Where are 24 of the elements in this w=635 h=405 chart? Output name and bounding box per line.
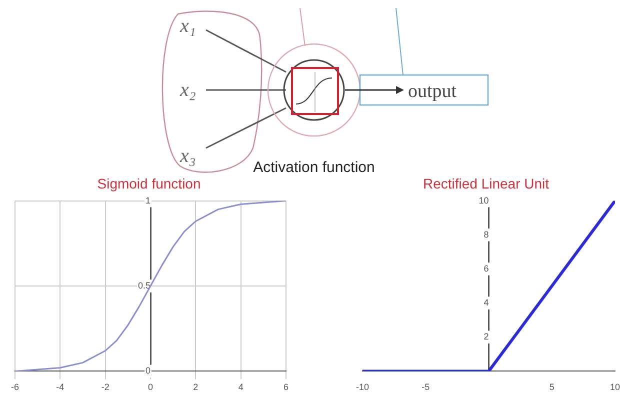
- x-tick-label: -2: [101, 382, 110, 392]
- x-tick-label: 4: [238, 382, 244, 392]
- chart-title: Sigmoid function: [97, 175, 201, 192]
- y-tick-label: 1: [145, 195, 150, 206]
- y-tick-label: 10: [478, 195, 489, 206]
- y-tick-label: 2: [484, 332, 489, 342]
- x-tick-label: -10: [356, 382, 370, 392]
- y-tick-label: 4: [484, 298, 489, 308]
- text: output: [408, 81, 458, 102]
- x-tick-label: -4: [56, 382, 64, 392]
- x-tick-label: 10: [610, 382, 620, 392]
- text: x₁: [179, 15, 196, 37]
- x-tick-label: -5: [422, 382, 430, 392]
- y-tick-label: 0: [145, 366, 150, 376]
- text: x₃: [179, 145, 196, 167]
- text: Activation function: [253, 159, 375, 176]
- x-tick-label: 5: [549, 382, 554, 392]
- x-tick-label: 2: [193, 382, 198, 392]
- y-tick-label: 6: [484, 263, 489, 274]
- chart-title: Rectified Linear Unit: [422, 175, 550, 192]
- x-tick-label: -6: [10, 382, 20, 392]
- y-tick-label: 8: [484, 229, 489, 240]
- x-tick-label: 6: [283, 382, 289, 392]
- text: x₂: [179, 79, 196, 101]
